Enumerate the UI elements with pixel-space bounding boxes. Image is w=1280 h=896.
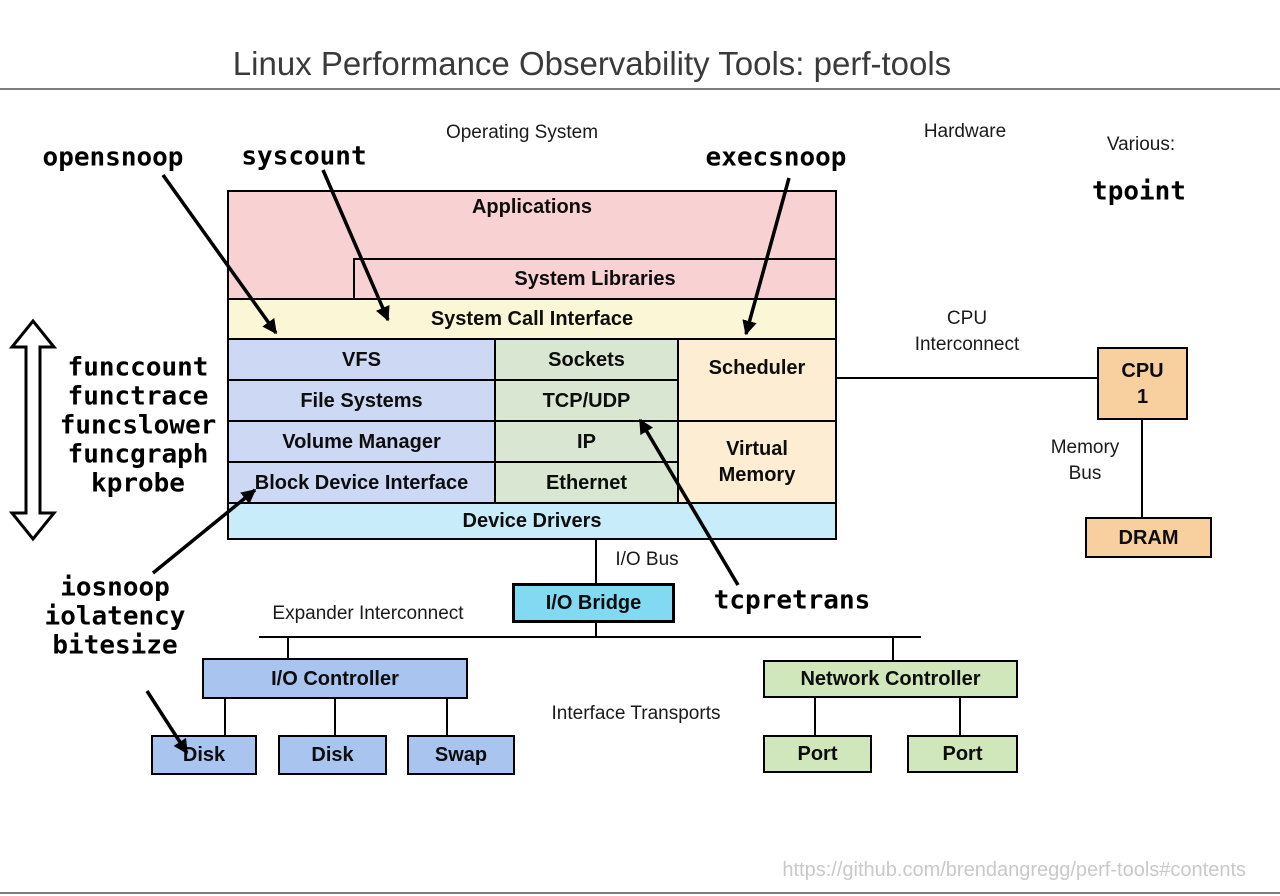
volume-manager-box: Volume Manager	[227, 420, 496, 463]
execsnoop-arrow	[742, 177, 791, 336]
cpu-interconnect-label-line2: Interconnect	[914, 334, 1020, 355]
device-drivers-box: Device Drivers	[227, 502, 837, 540]
memory-bus-label-line2: Bus	[1068, 463, 1102, 484]
network-controller-box: Network Controller	[763, 660, 1018, 698]
port2-box: Port	[907, 735, 1018, 773]
tool-label-kprobe: kprobe	[91, 468, 185, 499]
tool-label-funccount: funccount	[67, 352, 209, 383]
tool-label-execsnoop: execsnoop	[705, 142, 847, 173]
file-systems-label: File Systems	[300, 389, 423, 412]
applications-label: Applications	[471, 196, 592, 218]
system-call-interface-box: System Call Interface	[227, 298, 837, 340]
ip-label: IP	[577, 430, 596, 453]
virtual-memory-label-line1: Virtual	[726, 438, 788, 460]
system-call-interface-label: System Call Interface	[430, 308, 634, 330]
tcpretrans-arrow	[638, 418, 740, 586]
page-title: Linux Performance Observability Tools: p…	[232, 45, 952, 82]
memory-bus-label: Memory Bus	[1051, 435, 1120, 487]
file-systems-box: File Systems	[227, 379, 496, 422]
io-controller-box: I/O Controller	[202, 658, 468, 699]
tcp-udp-box: TCP/UDP	[494, 379, 679, 422]
cpu-interconnect-label-line1: CPU	[946, 308, 988, 329]
source-url: https://github.com/brendangregg/perf-too…	[782, 859, 1246, 881]
io-bridge-box: I/O Bridge	[512, 583, 675, 623]
cpu-label-line2: 1	[1136, 385, 1149, 408]
tool-label-opensnoop: opensnoop	[42, 142, 184, 173]
tool-label-bitesize: bitesize	[52, 630, 178, 661]
tool-label-tcpretrans: tcpretrans	[713, 585, 871, 616]
memory-bus-label-line1: Memory	[1050, 437, 1120, 458]
port2-label: Port	[942, 743, 983, 765]
volume-manager-label: Volume Manager	[282, 430, 441, 453]
tool-label-iosnoop: iosnoop	[60, 572, 170, 603]
port1-label: Port	[797, 743, 838, 765]
system-libraries-label: System Libraries	[514, 268, 676, 290]
vfs-box: VFS	[227, 338, 496, 381]
io-bus-label: I/O Bus	[615, 549, 679, 570]
ethernet-box: Ethernet	[494, 461, 679, 504]
tool-label-syscount: syscount	[241, 141, 367, 172]
swap-label: Swap	[434, 744, 488, 766]
tool-label-funcslower: funcslower	[59, 410, 217, 441]
virtual-memory-label-line2: Memory	[718, 464, 796, 486]
vfs-label: VFS	[342, 348, 381, 371]
block-device-interface-label: Block Device Interface	[254, 471, 469, 494]
tool-label-tpoint: tpoint	[1092, 176, 1186, 207]
network-controller-label: Network Controller	[800, 668, 981, 690]
operating-system-label: Operating System	[445, 122, 599, 143]
title-divider	[0, 88, 1280, 90]
bitesize-arrow	[145, 690, 189, 755]
disk2-label: Disk	[311, 744, 354, 766]
disk1-label: Disk	[182, 744, 226, 766]
hardware-label: Hardware	[923, 121, 1007, 142]
device-drivers-label: Device Drivers	[462, 510, 602, 532]
port1-box: Port	[763, 735, 872, 773]
iosnoop-arrow	[151, 488, 257, 575]
dram-label: DRAM	[1118, 526, 1179, 549]
io-controller-label: I/O Controller	[271, 667, 399, 690]
scheduler-box: Scheduler	[677, 338, 837, 422]
tcp-udp-label: TCP/UDP	[542, 389, 631, 412]
various-label: Various:	[1106, 134, 1176, 155]
tool-label-funcgraph: funcgraph	[67, 439, 209, 470]
cpu-label-line1: CPU	[1121, 359, 1164, 382]
cpu-interconnect-label: CPU Interconnect	[915, 306, 1020, 358]
scheduler-label: Scheduler	[708, 357, 806, 379]
io-bridge-label: I/O Bridge	[545, 592, 642, 614]
interface-transports-label: Interface Transports	[551, 703, 721, 724]
disk2-box: Disk	[278, 735, 387, 775]
swap-box: Swap	[407, 735, 515, 775]
cpu-box: CPU 1	[1097, 347, 1188, 420]
ethernet-label: Ethernet	[545, 471, 628, 494]
bottom-divider	[0, 892, 1280, 894]
disk1-box: Disk	[151, 735, 257, 775]
opensnoop-arrow	[161, 173, 278, 335]
tool-label-iolatency: iolatency	[44, 601, 186, 632]
kernel-range-double-arrow	[8, 318, 58, 542]
tool-label-functrace: functrace	[67, 381, 209, 412]
dram-box: DRAM	[1085, 517, 1212, 558]
sockets-label: Sockets	[548, 348, 625, 371]
syscount-arrow	[321, 169, 390, 322]
expander-interconnect-label: Expander Interconnect	[272, 603, 464, 624]
